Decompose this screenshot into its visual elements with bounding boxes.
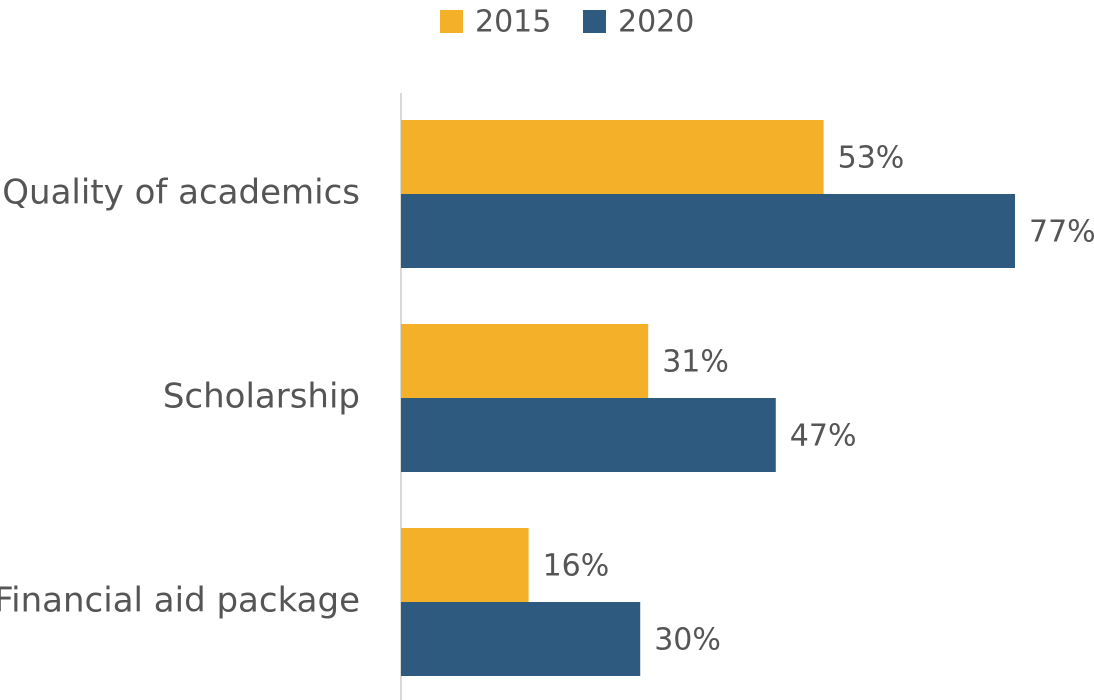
legend-label: 2015 — [475, 5, 551, 40]
value-label: 77% — [1029, 215, 1094, 250]
bar — [401, 398, 776, 472]
bar — [401, 194, 1015, 268]
value-label: 16% — [543, 549, 610, 584]
category-label: Scholarship — [163, 377, 360, 417]
bar — [401, 324, 649, 398]
category-label: Financial aid package — [0, 581, 360, 621]
value-label: 30% — [654, 623, 721, 658]
category-label: Quality of academics — [2, 173, 360, 213]
legend-swatch — [440, 10, 463, 33]
legend-swatch — [583, 10, 606, 33]
bar — [401, 602, 641, 676]
value-label: 47% — [790, 419, 857, 454]
legend-label: 2020 — [618, 5, 694, 40]
value-label: 53% — [838, 141, 905, 176]
bar — [401, 120, 824, 194]
bar — [401, 528, 529, 602]
value-label: 31% — [662, 345, 729, 380]
